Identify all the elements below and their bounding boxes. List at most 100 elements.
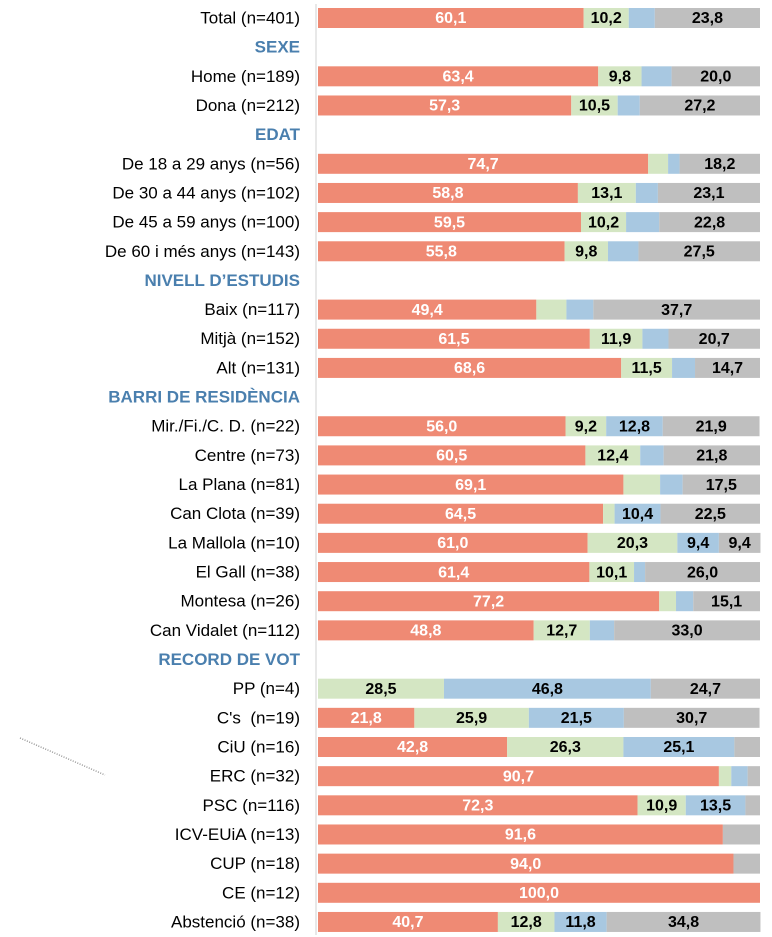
bar-segment xyxy=(318,766,719,787)
bar-segment xyxy=(318,824,723,845)
value-label: 57,3 xyxy=(429,98,460,115)
value-label: 28,5 xyxy=(365,681,396,698)
bar-segment xyxy=(685,795,746,816)
value-label: 9,2 xyxy=(575,418,597,435)
value-label: 23,8 xyxy=(692,10,723,27)
value-label: 49,4 xyxy=(412,302,443,319)
bar-segment xyxy=(733,853,760,874)
bar-segment xyxy=(318,445,586,466)
value-label: 12,8 xyxy=(511,914,542,931)
category-label: Mir./Fi./C. D. (n=22) xyxy=(151,417,300,436)
category-label: Baix (n=117) xyxy=(204,300,300,319)
bar-segment xyxy=(641,66,672,87)
bar-segment xyxy=(660,503,760,524)
bar-segment xyxy=(659,212,760,233)
bar-segment xyxy=(640,445,664,466)
value-label: 12,8 xyxy=(619,418,650,435)
bar-segment xyxy=(607,241,639,262)
bar-segment xyxy=(318,153,649,174)
bar-segment xyxy=(734,737,760,757)
bar-segment xyxy=(695,357,760,378)
value-label: 61,5 xyxy=(438,331,469,348)
value-label: 11,9 xyxy=(601,331,631,348)
value-label: 61,0 xyxy=(437,535,468,552)
value-label: 23,1 xyxy=(693,185,724,202)
category-label: ERC (n=32) xyxy=(210,767,300,786)
bar-segment xyxy=(617,95,640,116)
bar-segment xyxy=(676,591,694,612)
category-label: CUP (n=18) xyxy=(210,854,300,873)
category-label: Can Vidalet (n=112) xyxy=(150,621,300,640)
value-label: 21,8 xyxy=(351,710,382,727)
value-label: 13,5 xyxy=(700,798,731,815)
value-label: 27,5 xyxy=(684,243,715,260)
bar-segment xyxy=(318,707,415,728)
bar-segment xyxy=(718,766,732,787)
category-label: De 18 a 29 anys (n=56) xyxy=(122,154,300,173)
value-label: 33,0 xyxy=(671,623,702,640)
bar-segment xyxy=(671,66,760,87)
bar-segment xyxy=(318,503,604,524)
value-label: 10,9 xyxy=(646,798,677,815)
value-label: 61,4 xyxy=(438,564,469,581)
bar-segment xyxy=(566,299,594,320)
group-header: NIVELL D’ESTUDIS xyxy=(144,271,300,290)
value-label: 91,6 xyxy=(505,827,536,844)
category-label: PSC (n=116) xyxy=(203,796,300,815)
bar-segment xyxy=(318,212,581,233)
value-label: 11,8 xyxy=(565,914,595,931)
bar-segment xyxy=(318,737,508,757)
bar-segment xyxy=(528,707,624,728)
category-label: CE (n=12) xyxy=(222,883,300,902)
bar-segment xyxy=(668,328,760,349)
bar-segment xyxy=(635,182,658,203)
category-label: El Gall (n=38) xyxy=(196,563,300,582)
category-label: PP (n=4) xyxy=(233,679,300,698)
value-label: 42,8 xyxy=(397,739,428,756)
value-label: 20,7 xyxy=(699,331,730,348)
bar-segment xyxy=(628,8,655,28)
category-label: Centre (n=73) xyxy=(195,446,300,465)
value-label: 14,7 xyxy=(712,360,743,377)
category-label: Can Clota (n=39) xyxy=(170,504,300,523)
value-label: 10,2 xyxy=(591,10,622,27)
value-label: 26,0 xyxy=(687,564,718,581)
bar-segment xyxy=(672,357,696,378)
bar-segment xyxy=(507,737,624,757)
value-label: 10,1 xyxy=(596,564,627,581)
value-label: 60,5 xyxy=(436,448,467,465)
bar-segment xyxy=(642,328,669,349)
category-label: Alt (n=131) xyxy=(216,358,300,377)
value-label: 46,8 xyxy=(532,681,563,698)
bar-segment xyxy=(593,299,760,320)
bar-segment xyxy=(598,66,642,87)
bar-segment xyxy=(318,241,565,262)
bar-segment xyxy=(318,882,760,903)
bar-segment xyxy=(662,416,760,437)
value-label: 77,2 xyxy=(473,593,504,610)
bar-segment xyxy=(318,474,624,495)
bar-segment xyxy=(722,824,760,845)
bar-segment xyxy=(606,911,761,932)
bar-segment xyxy=(623,474,661,495)
bar-segment xyxy=(318,853,734,874)
bar-segment xyxy=(565,416,607,437)
value-label: 74,7 xyxy=(468,156,499,173)
value-label: 21,8 xyxy=(696,448,727,465)
bar-segment xyxy=(318,620,534,641)
bar-segment xyxy=(533,620,590,641)
value-label: 100,0 xyxy=(519,885,559,902)
decor-line xyxy=(19,737,106,776)
value-label: 11,5 xyxy=(631,360,661,377)
bar-segment xyxy=(318,911,498,932)
bar-segment xyxy=(639,95,760,116)
bar-segment xyxy=(693,591,760,612)
bar-segment xyxy=(318,416,566,437)
value-label: 18,2 xyxy=(704,156,735,173)
bar-segment xyxy=(580,212,627,233)
bar-segment xyxy=(745,795,760,816)
value-label: 10,2 xyxy=(588,214,619,231)
bar-segment xyxy=(497,911,555,932)
value-label: 94,0 xyxy=(510,856,541,873)
bar-segment xyxy=(679,153,760,174)
